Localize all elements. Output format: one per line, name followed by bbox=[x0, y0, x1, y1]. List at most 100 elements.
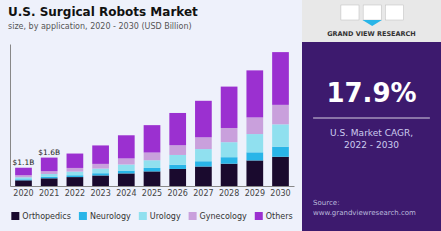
headline-label-line: U.S. Market CAGR, bbox=[330, 128, 413, 138]
bar bbox=[67, 168, 84, 172]
x-tick-label: 2022 bbox=[65, 189, 85, 198]
x-tick: 2029 bbox=[245, 186, 265, 198]
bar bbox=[67, 177, 84, 186]
bar bbox=[272, 157, 289, 186]
bar bbox=[41, 174, 58, 177]
legend-swatch bbox=[79, 212, 87, 220]
logo-box bbox=[341, 5, 359, 20]
source-line: www.grandviewresearch.com bbox=[313, 209, 416, 217]
bar bbox=[144, 125, 161, 152]
bar bbox=[41, 158, 58, 172]
bar bbox=[92, 145, 109, 163]
side-panel bbox=[302, 0, 441, 231]
bar bbox=[15, 180, 32, 186]
x-tick: 2030 bbox=[270, 186, 290, 198]
x-tick-label: 2026 bbox=[168, 189, 188, 198]
x-tick: 2024 bbox=[116, 186, 136, 198]
bar bbox=[195, 101, 212, 138]
legend-item: Urology bbox=[139, 212, 181, 221]
chart: U.S. Surgical Robots Market size, by appl… bbox=[0, 0, 441, 231]
x-axis: 2020 2021 2022 2023 2024 2025 2026 2027 2028 2029… bbox=[11, 186, 295, 198]
x-tick-label: 2021 bbox=[39, 189, 59, 198]
bar bbox=[118, 164, 135, 170]
series bbox=[15, 52, 289, 175]
logo-text-line: GRAND VIEW RESEARCH bbox=[327, 30, 416, 38]
source: Source: www.grandviewresearch.com bbox=[313, 199, 416, 217]
logo-box bbox=[363, 5, 381, 20]
bar bbox=[92, 173, 109, 175]
x-tick: 2027 bbox=[193, 186, 213, 198]
bar bbox=[221, 142, 238, 157]
y-axis-line bbox=[10, 45, 11, 187]
bar bbox=[221, 128, 238, 142]
x-tick-label: 2030 bbox=[270, 189, 290, 198]
bar bbox=[67, 154, 84, 168]
x-axis-line bbox=[11, 186, 295, 187]
legend-item: Gynecology bbox=[189, 212, 247, 221]
bar bbox=[221, 164, 238, 186]
bar bbox=[118, 173, 135, 186]
legend-label: Urology bbox=[150, 212, 181, 221]
bar bbox=[41, 178, 58, 186]
x-tick: 2023 bbox=[90, 186, 110, 198]
headline-label-line: 2022 - 2030 bbox=[344, 140, 399, 150]
bar bbox=[92, 169, 109, 174]
x-tick: 2028 bbox=[219, 186, 239, 198]
y-axis bbox=[10, 45, 11, 187]
bars bbox=[15, 52, 289, 186]
bar bbox=[144, 168, 161, 171]
bar bbox=[169, 165, 186, 169]
legend: Orthopedics Neurology Urology Gynecology Oth… bbox=[11, 212, 292, 221]
bar bbox=[195, 137, 212, 149]
bar bbox=[272, 147, 289, 157]
legend-swatch bbox=[189, 212, 197, 220]
bar bbox=[15, 177, 32, 179]
bar bbox=[246, 134, 263, 152]
bar bbox=[169, 113, 186, 145]
x-tick-label: 2024 bbox=[116, 189, 136, 198]
x-tick-label: 2020 bbox=[13, 189, 33, 198]
bar bbox=[67, 172, 84, 176]
legend-item: Others bbox=[255, 212, 293, 221]
bar bbox=[15, 175, 32, 177]
x-tick: 2025 bbox=[142, 186, 162, 198]
source-line: Source: bbox=[313, 199, 339, 207]
title: U.S. Surgical Robots Market bbox=[8, 5, 198, 19]
x-tick-label: 2027 bbox=[193, 189, 213, 198]
headline-label: U.S. Market CAGR, 2022 - 2030 bbox=[330, 128, 413, 150]
x-tick-label: 2028 bbox=[219, 189, 239, 198]
legend-swatch bbox=[139, 212, 147, 220]
x-tick-label: 2025 bbox=[142, 189, 162, 198]
bar bbox=[221, 87, 238, 128]
logo-triangle bbox=[362, 20, 381, 26]
legend-item: Neurology bbox=[79, 212, 131, 221]
bar bbox=[169, 155, 186, 165]
bar bbox=[195, 161, 212, 166]
logo-area bbox=[302, 0, 441, 42]
logo-box bbox=[385, 5, 403, 20]
legend-item: Orthopedics bbox=[11, 212, 71, 221]
annotation: $1.6B bbox=[38, 148, 60, 157]
bar bbox=[92, 164, 109, 169]
annotation: $1.1B bbox=[13, 158, 35, 167]
legend-swatch bbox=[11, 212, 19, 220]
subtitle: size, by application, 2020 - 2030 (USD B… bbox=[8, 22, 192, 31]
divider bbox=[313, 118, 430, 119]
headline-line: 17.9% bbox=[326, 78, 416, 108]
bar bbox=[118, 171, 135, 174]
bar bbox=[15, 179, 32, 180]
bar bbox=[67, 175, 84, 177]
bar bbox=[144, 171, 161, 186]
legend-label: Others bbox=[266, 212, 293, 221]
legend-label: Gynecology bbox=[200, 212, 247, 221]
logo-text: GRAND VIEW RESEARCH bbox=[327, 30, 416, 38]
bar bbox=[41, 177, 58, 178]
legend-swatch bbox=[255, 212, 263, 220]
bar bbox=[169, 145, 186, 155]
bar bbox=[15, 168, 32, 176]
headline: 17.9% bbox=[326, 78, 416, 108]
bar bbox=[195, 149, 212, 161]
legend-label: Neurology bbox=[90, 212, 131, 221]
bar bbox=[246, 160, 263, 186]
x-tick: 2022 bbox=[65, 186, 85, 198]
